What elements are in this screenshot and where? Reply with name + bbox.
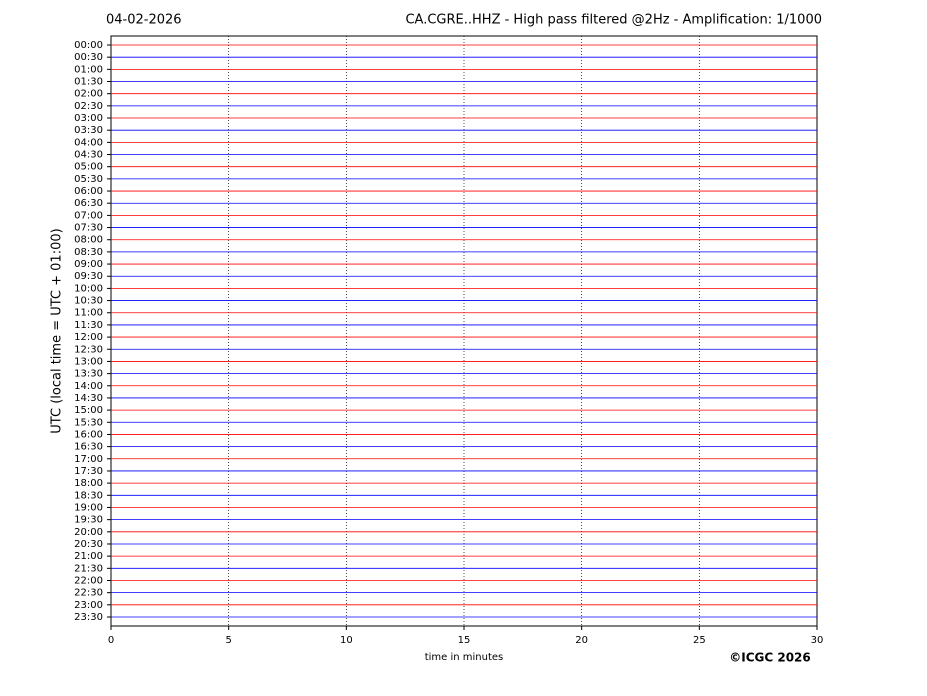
chart-title: CA.CGRE..HHZ - High pass filtered @2Hz -… — [405, 13, 822, 28]
y-tick-label: 17:30 — [74, 466, 103, 477]
y-tick-label: 16:00 — [74, 429, 103, 440]
y-tick-label: 01:30 — [74, 77, 103, 88]
x-tick-label: 25 — [693, 635, 706, 646]
y-tick-label: 12:30 — [74, 344, 103, 355]
x-tick-label: 20 — [575, 635, 588, 646]
y-tick-label: 06:00 — [74, 186, 103, 197]
y-tick-label: 01:00 — [74, 64, 103, 75]
y-tick-label: 11:00 — [74, 308, 103, 319]
y-tick-label: 20:00 — [74, 527, 103, 538]
y-tick-label: 08:00 — [74, 235, 103, 246]
y-tick-label: 19:00 — [74, 502, 103, 513]
y-tick-label: 04:30 — [74, 150, 103, 161]
y-tick-label: 13:30 — [74, 369, 103, 380]
y-tick-label: 23:00 — [74, 600, 103, 611]
y-tick-label: 17:00 — [74, 454, 103, 465]
y-tick-label: 15:30 — [74, 417, 103, 428]
y-tick-label: 22:00 — [74, 575, 103, 586]
y-tick-label: 09:30 — [74, 271, 103, 282]
y-tick-label: 05:00 — [74, 162, 103, 173]
x-axis-label: time in minutes — [425, 652, 504, 663]
y-tick-label: 02:00 — [74, 89, 103, 100]
x-tick-label: 5 — [225, 635, 231, 646]
y-tick-label: 14:30 — [74, 393, 103, 404]
y-tick-label: 02:30 — [74, 101, 103, 112]
y-tick-label: 04:00 — [74, 137, 103, 148]
x-tick-label: 15 — [458, 635, 471, 646]
y-tick-label: 23:30 — [74, 612, 103, 623]
y-tick-label: 18:00 — [74, 478, 103, 489]
y-tick-label: 11:30 — [74, 320, 103, 331]
y-tick-label: 07:30 — [74, 223, 103, 234]
y-tick-label: 10:00 — [74, 283, 103, 294]
x-tick-label: 10 — [340, 635, 353, 646]
y-tick-label: 03:00 — [74, 113, 103, 124]
y-tick-label: 19:30 — [74, 515, 103, 526]
y-tick-label: 00:00 — [74, 40, 103, 51]
y-tick-label: 12:00 — [74, 332, 103, 343]
y-tick-label: 13:00 — [74, 356, 103, 367]
y-tick-label: 08:30 — [74, 247, 103, 258]
y-tick-label: 03:30 — [74, 125, 103, 136]
y-tick-label: 07:00 — [74, 210, 103, 221]
y-tick-label: 15:00 — [74, 405, 103, 416]
y-tick-label: 20:30 — [74, 539, 103, 550]
y-tick-label: 18:30 — [74, 490, 103, 501]
x-tick-label: 30 — [811, 635, 824, 646]
y-tick-label: 09:00 — [74, 259, 103, 270]
date: 04-02-2026 — [106, 13, 182, 28]
y-tick-label: 14:00 — [74, 381, 103, 392]
y-tick-label: 06:30 — [74, 198, 103, 209]
y-axis-label: UTC (local time = UTC + 01:00) — [50, 228, 65, 433]
x-tick-label: 0 — [108, 635, 114, 646]
y-tick-label: 21:30 — [74, 563, 103, 574]
credit: ©ICGC 2026 — [729, 651, 811, 665]
y-tick-label: 22:30 — [74, 588, 103, 599]
y-tick-label: 16:30 — [74, 442, 103, 453]
y-tick-label: 00:30 — [74, 52, 103, 63]
y-tick-label: 05:30 — [74, 174, 103, 185]
y-tick-label: 10:30 — [74, 296, 103, 307]
y-tick-label: 21:00 — [74, 551, 103, 562]
